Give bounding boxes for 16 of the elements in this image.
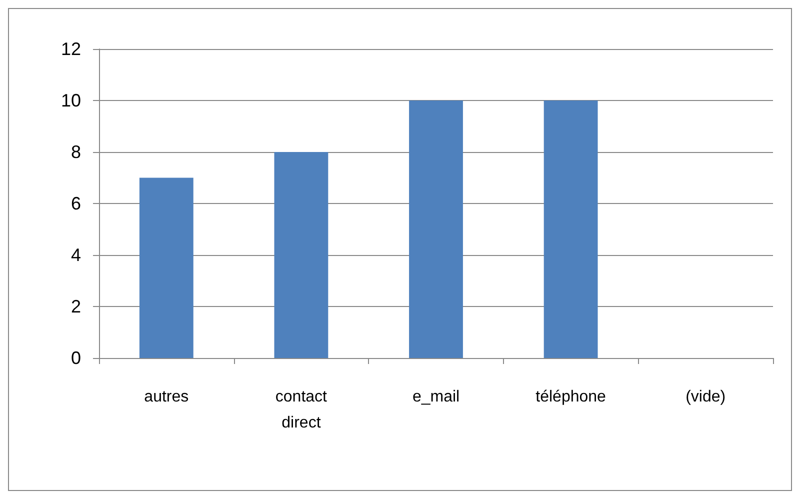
bar — [274, 152, 328, 358]
y-tick-label: 8 — [70, 142, 81, 162]
x-tick-label: autres — [144, 388, 189, 406]
x-tick-label: (vide) — [686, 388, 726, 406]
y-tick-label: 10 — [60, 90, 81, 110]
y-tick-label: 12 — [60, 39, 81, 59]
x-tick-label: téléphone — [536, 388, 606, 406]
y-tick-label: 4 — [70, 245, 81, 265]
bar — [544, 100, 598, 358]
x-tick-label: e_mail — [412, 388, 460, 406]
y-tick-label: 2 — [70, 296, 81, 316]
bar — [409, 100, 463, 358]
y-tick-label: 0 — [70, 348, 81, 368]
bar — [139, 178, 194, 358]
x-tick-label: contact direct — [275, 388, 328, 432]
y-tick-label: 6 — [70, 194, 81, 214]
